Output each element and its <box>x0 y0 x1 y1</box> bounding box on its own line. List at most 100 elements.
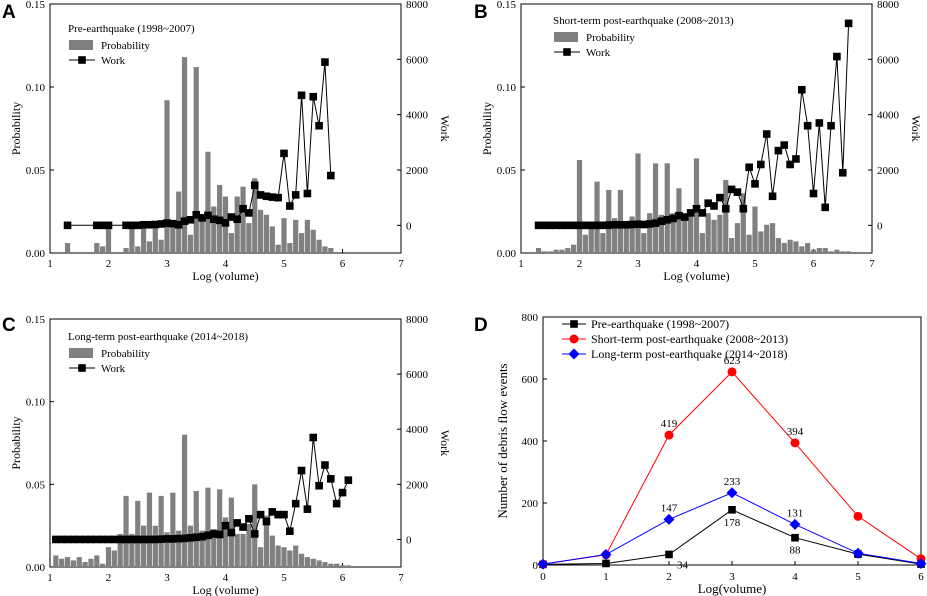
panel-d-point-blue <box>537 558 549 570</box>
panel-c-probability-bar <box>135 500 141 567</box>
panel-c-probability-bar <box>298 553 305 567</box>
panel-c-probability-bar <box>328 563 334 567</box>
panel-a-xtick-label: 2 <box>106 258 112 270</box>
panel-b-ytick-label: 0.15 <box>497 0 517 11</box>
panel-c-ytick-label: 0.00 <box>26 562 46 574</box>
panel-a-work-point <box>198 214 206 222</box>
panel-c-work-point <box>297 466 306 475</box>
panel-d-line-red <box>542 371 922 565</box>
panel-c-work-point <box>139 535 148 544</box>
panel-a-probability-bar <box>234 196 240 253</box>
panel-d-point-red <box>790 438 800 448</box>
panel-b-work-point <box>534 221 543 230</box>
panel-d-ytick-label: 0 <box>533 560 539 572</box>
panel-c-probability-bar <box>176 530 182 567</box>
panel-a-work-point <box>227 213 236 221</box>
panel-a-probability-bar <box>293 219 299 253</box>
panel-b-probability-bar <box>810 249 817 253</box>
panel-b-probability-bar <box>676 188 682 253</box>
panel-c-probability-bar <box>211 528 217 567</box>
panel-c-probability-bar <box>217 489 223 567</box>
panel-a-xtick-label: 5 <box>281 258 287 270</box>
panel-c-work-point <box>69 535 78 544</box>
panel-a-probability-bar <box>316 239 322 253</box>
panel-a-probability-bar <box>246 223 252 253</box>
panel-c-probability-bar <box>123 495 129 567</box>
panel-c-work-point <box>192 533 201 542</box>
panel-b-work-point <box>733 188 742 196</box>
panel-d-xtick-label: 6 <box>918 571 924 583</box>
panel-b-work-point <box>546 221 555 230</box>
panel-b-probability-bar <box>705 213 711 253</box>
panel-c-legend-work: Work <box>101 363 126 375</box>
panel-a-probability-bar <box>240 186 246 253</box>
panel-c-work-point <box>98 535 107 544</box>
panel-c-work-point <box>256 510 265 519</box>
panel-b-probability-bar <box>729 238 735 253</box>
panel-c-probability-bar <box>141 525 147 567</box>
panel-b-probability-bar <box>740 193 746 253</box>
panel-b-work-point <box>704 199 712 207</box>
panel-c-probability-bar <box>339 565 346 567</box>
panel-c-probability-bar <box>205 487 211 567</box>
panel-a-work-point <box>122 221 130 230</box>
panel-c-work-point <box>87 535 95 544</box>
panel-a-work-point <box>128 221 136 230</box>
panel-c-probability-bar <box>199 530 205 567</box>
panel-c-work-point <box>233 519 241 527</box>
panel-c-probability-bar <box>164 532 170 567</box>
panel-c-work-point <box>104 535 113 544</box>
panel-d-point-blue <box>726 487 738 499</box>
panel-b-probability-bar <box>846 251 852 253</box>
panel-a-legend-marker <box>78 56 86 64</box>
panel-a-work-point <box>133 221 142 230</box>
panel-b-ytick-label: 0.05 <box>497 165 517 177</box>
panel-b-y2tick-label: 2000 <box>877 165 900 177</box>
panel-a-probability-bar <box>281 218 287 253</box>
panel-b-probability-bar <box>840 251 846 253</box>
panel-c-work-point <box>52 535 60 544</box>
panel-d-legend-marker-black <box>570 320 578 328</box>
panel-c-probability-bar <box>316 560 322 567</box>
panel-b-probability-bar <box>641 233 647 253</box>
panel-d-xtick-label: 0 <box>540 571 546 583</box>
panel-c-y2tick-label: 0 <box>406 534 412 546</box>
panel-b-work-point <box>798 85 806 94</box>
panel-b-work-point <box>821 203 829 212</box>
panel-b-probability-bar <box>576 160 583 253</box>
panel-b-probability-bar <box>793 241 799 253</box>
panel-b-probability-bar <box>571 244 577 253</box>
panel-b-work-point <box>540 221 549 230</box>
panel-b-work-point <box>645 220 654 228</box>
panel-b-probability-bar <box>559 249 565 253</box>
panel-c-xtick-label: 3 <box>164 572 170 584</box>
panel-c-xtick-label: 7 <box>398 572 404 584</box>
panel-a-probability-bar <box>310 229 316 253</box>
panel-a-probability-bar <box>64 243 71 253</box>
panel-a-ytick-label: 0.15 <box>26 0 46 11</box>
panel-d-data-label: 147 <box>661 502 678 514</box>
panel-c-work-point <box>93 535 101 544</box>
panel-b-xtick-label: 7 <box>869 258 875 270</box>
panel-a-probability-bar <box>322 246 328 253</box>
panel-b-probability-bar <box>816 248 822 253</box>
panel-a-probability-bar <box>181 57 188 254</box>
panel-b-work-point <box>768 192 777 201</box>
panel-a-work-point <box>180 217 189 225</box>
panel-c-probability-bar <box>246 524 252 567</box>
panel-a-work-point <box>174 220 183 229</box>
panel-b-legend-probability: Probability <box>586 32 635 44</box>
panel-c-probability-bar <box>281 547 287 567</box>
panel-c-probability-bar <box>76 557 82 567</box>
panel-a-y2tick-label: 4000 <box>406 110 429 122</box>
panel-b-probability-bar <box>652 163 659 253</box>
panel-b-xtick-label: 4 <box>694 258 700 270</box>
panel-d-point-blue <box>852 547 864 559</box>
panel-d-legend-label: Short-term post-earthquake (2008~2013) <box>591 332 788 346</box>
panel-c-legend-probability: Probability <box>101 348 150 360</box>
panel-c-legend-title: Long-term post-earthquake (2014~2018) <box>68 331 248 343</box>
panel-a-work-line <box>67 62 332 226</box>
panel-d-data-label: 419 <box>661 418 678 430</box>
panel-c-probability-bar <box>252 484 258 567</box>
panel-b-work-point <box>593 221 601 230</box>
